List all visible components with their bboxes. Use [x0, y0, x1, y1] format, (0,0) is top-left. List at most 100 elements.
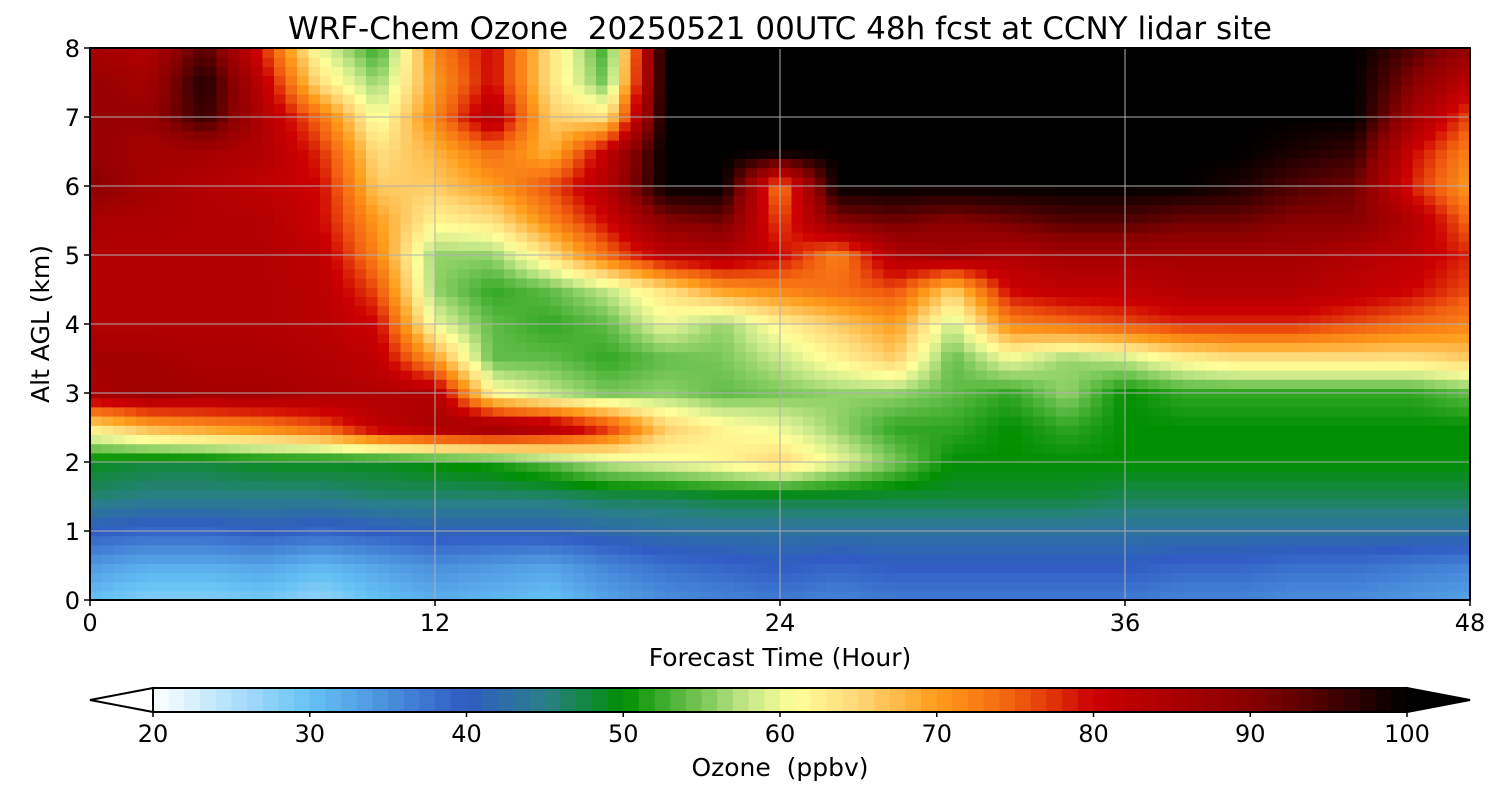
heatmap-cell — [136, 498, 149, 509]
heatmap-cell — [389, 370, 402, 380]
heatmap-cell — [527, 287, 540, 297]
heatmap-cell — [331, 508, 344, 518]
heatmap-cell — [412, 66, 425, 77]
heatmap-cell — [113, 406, 126, 417]
heatmap-cell — [895, 278, 908, 288]
heatmap-cell — [147, 268, 160, 279]
heatmap-cell — [1021, 471, 1034, 481]
heatmap-cell — [826, 342, 839, 353]
heatmap-cell — [274, 241, 287, 251]
heatmap-cell — [113, 342, 126, 353]
heatmap-cell — [538, 416, 551, 426]
heatmap-cell — [90, 397, 103, 408]
heatmap-cell — [458, 471, 471, 481]
heatmap-cell — [251, 278, 264, 288]
heatmap-cell — [872, 535, 885, 546]
heatmap-cell — [952, 581, 965, 592]
heatmap-cell — [320, 370, 333, 380]
heatmap-cell — [90, 158, 103, 169]
heatmap-cell — [791, 452, 804, 463]
heatmap-cell — [481, 195, 494, 205]
heatmap-cell — [182, 94, 195, 104]
heatmap-cell — [228, 130, 241, 141]
heatmap-cell — [550, 84, 563, 95]
heatmap-cell — [975, 66, 988, 77]
heatmap-cell — [929, 434, 942, 445]
heatmap-cell — [573, 462, 586, 472]
heatmap-cell — [573, 333, 586, 343]
heatmap-cell — [757, 425, 770, 435]
heatmap-cell — [274, 379, 287, 389]
heatmap-cell — [699, 57, 712, 67]
heatmap-cell — [596, 443, 609, 454]
heatmap-cell — [849, 84, 862, 95]
heatmap-cell — [251, 314, 264, 325]
heatmap-cell — [297, 425, 310, 435]
heatmap-cell — [883, 406, 896, 417]
heatmap-cell — [170, 75, 183, 86]
heatmap-cell — [1010, 314, 1023, 325]
heatmap-cell — [653, 471, 666, 481]
heatmap-cell — [331, 360, 344, 371]
heatmap-cell — [216, 213, 229, 224]
heatmap-cell — [377, 222, 390, 233]
heatmap-cell — [803, 397, 816, 408]
heatmap-cell — [274, 278, 287, 288]
heatmap-cell — [216, 342, 229, 353]
heatmap-cell — [515, 94, 528, 104]
heatmap-cell — [458, 462, 471, 472]
heatmap-cell — [159, 186, 172, 196]
heatmap-cell — [791, 48, 804, 58]
heatmap-cell — [446, 572, 459, 583]
heatmap-cell — [573, 406, 586, 417]
heatmap-cell — [343, 590, 356, 601]
heatmap-cell — [170, 544, 183, 555]
heatmap-cell — [573, 186, 586, 196]
heatmap-cell — [492, 406, 505, 417]
heatmap-cell — [239, 278, 252, 288]
heatmap-cell — [297, 498, 310, 509]
heatmap-cell — [814, 563, 827, 573]
heatmap-cell — [964, 572, 977, 583]
heatmap-cell — [320, 140, 333, 150]
heatmap-cell — [492, 351, 505, 362]
heatmap-cell — [987, 75, 1000, 86]
heatmap-cell — [205, 590, 218, 601]
heatmap-cell — [998, 195, 1011, 205]
heatmap-cell — [780, 259, 793, 270]
heatmap-cell — [688, 581, 701, 592]
heatmap-cell — [780, 489, 793, 500]
heatmap-cell — [101, 517, 114, 527]
heatmap-cell — [113, 425, 126, 435]
heatmap-cell — [895, 176, 908, 187]
heatmap-cell — [262, 287, 275, 297]
heatmap-cell — [803, 158, 816, 169]
heatmap-cell — [182, 167, 195, 178]
heatmap-cell — [262, 544, 275, 555]
heatmap-cell — [1033, 195, 1046, 205]
heatmap-cell — [538, 305, 551, 316]
heatmap-cell — [584, 241, 597, 251]
heatmap-cell — [469, 48, 482, 58]
heatmap-cell — [159, 351, 172, 362]
heatmap-cell — [124, 305, 137, 316]
heatmap-cell — [768, 508, 781, 518]
heatmap-cell — [527, 563, 540, 573]
heatmap-cell — [308, 149, 321, 159]
heatmap-cell — [1033, 434, 1046, 445]
heatmap-cell — [331, 379, 344, 389]
heatmap-cell — [101, 314, 114, 325]
heatmap-cell — [538, 94, 551, 104]
heatmap-cell — [987, 121, 1000, 132]
heatmap-cell — [619, 434, 632, 445]
heatmap-cell — [768, 452, 781, 463]
heatmap-cell — [918, 94, 931, 104]
heatmap-cell — [952, 278, 965, 288]
heatmap-cell — [366, 314, 379, 325]
heatmap-cell — [918, 222, 931, 233]
heatmap-cell — [1010, 186, 1023, 196]
heatmap-cell — [1021, 333, 1034, 343]
heatmap-cell — [147, 204, 160, 215]
heatmap-cell — [297, 48, 310, 58]
heatmap-cell — [354, 452, 367, 463]
